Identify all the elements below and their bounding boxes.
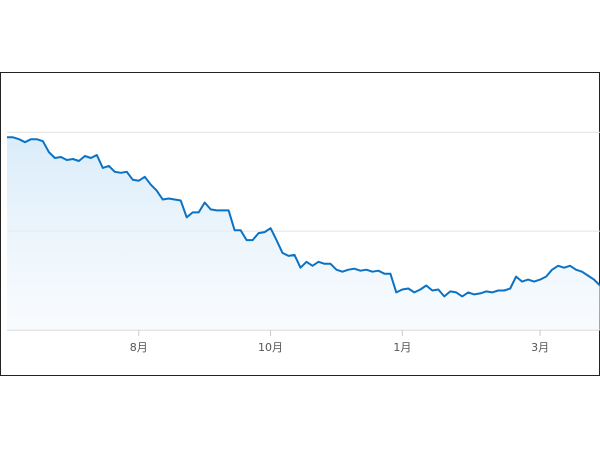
x-tick-label: 3月 (531, 341, 549, 354)
line (7, 136, 600, 298)
x-tick-label: 1月 (393, 341, 411, 354)
x-tick-label: 8月 (130, 341, 148, 354)
x-tick-label: 10月 (258, 341, 283, 354)
area (7, 137, 600, 330)
